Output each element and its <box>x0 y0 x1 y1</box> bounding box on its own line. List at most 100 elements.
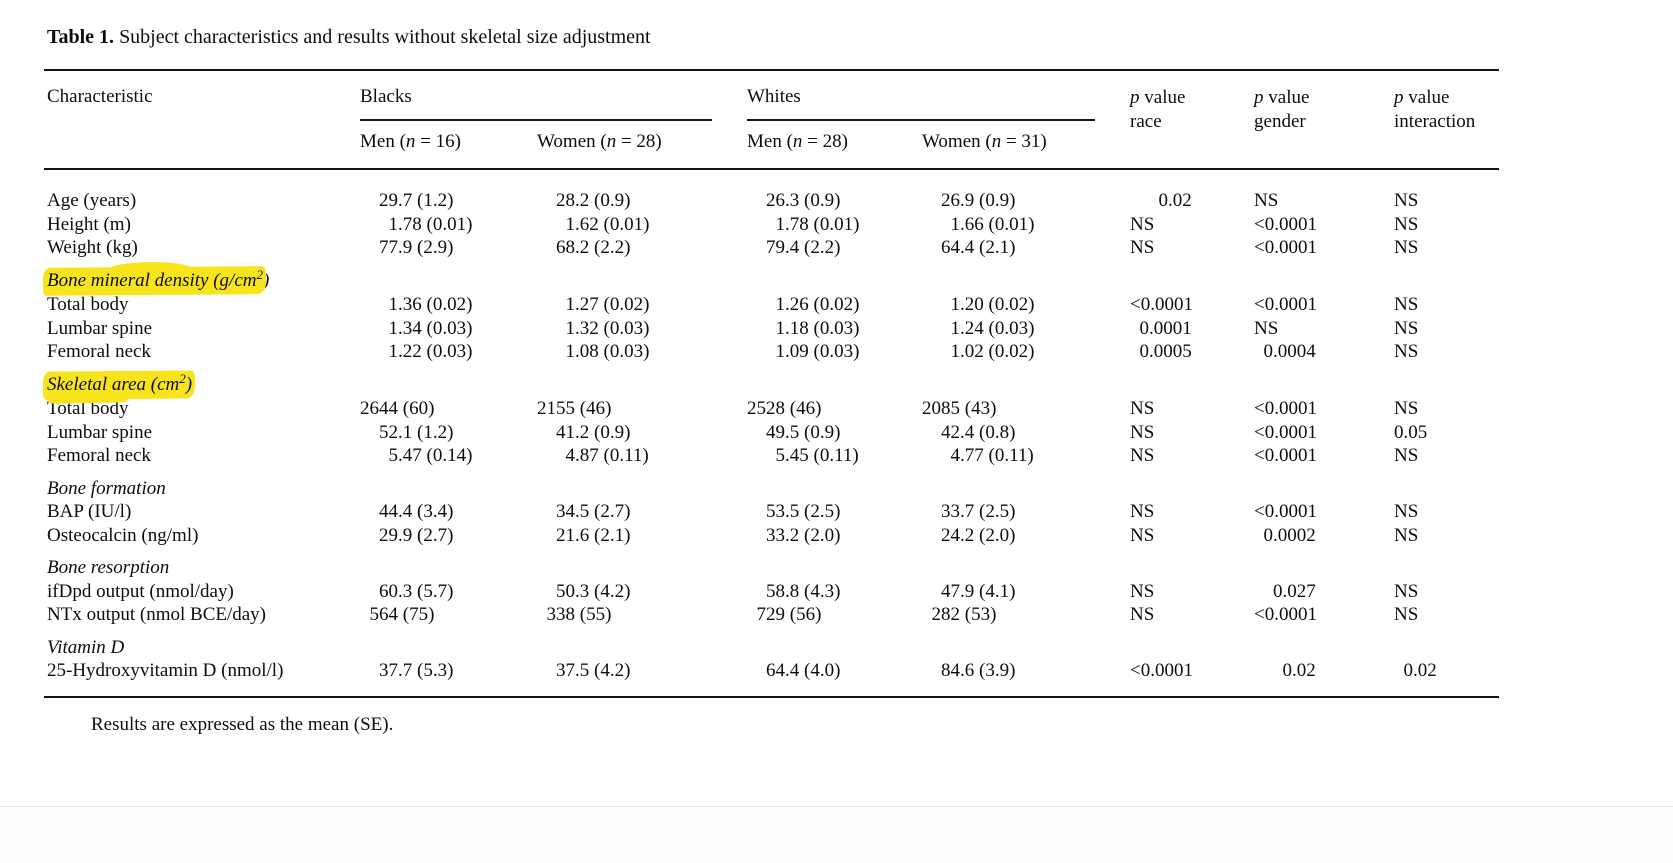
cell: 5.45 (0.11) <box>747 445 859 466</box>
blacks-men-post: = 16) <box>415 131 461 152</box>
pvalue-interaction-line2: interaction <box>1394 111 1476 132</box>
cell: 26.3 (0.9) <box>747 190 841 211</box>
cell: <0.0001 <box>1254 213 1317 235</box>
section-label: Bone formation <box>47 477 166 499</box>
row-label: Lumbar spine <box>47 317 153 339</box>
blacks-men-pre: Men ( <box>360 131 406 152</box>
cell: 1.26 (0.02) <box>747 294 860 315</box>
cell: <0.0001 <box>1254 604 1317 625</box>
cell: 0.0004 <box>1254 341 1316 362</box>
cell: NS <box>1394 501 1419 522</box>
page-root: Table 1. Subject characteristics and res… <box>0 0 1673 736</box>
cell: 1.18 (0.03) <box>747 317 860 339</box>
cell: 729 (56) <box>747 604 822 625</box>
cell: 60.3 (5.7) <box>360 580 454 602</box>
cell: 0.0001 <box>1130 317 1192 339</box>
cell: NS <box>1254 317 1279 339</box>
cell: 52.1 (1.2) <box>360 421 454 443</box>
row-label: BAP (IU/l) <box>47 501 132 522</box>
table-row: Lumbar spine 1.34 (0.03) 1.32 (0.03) 1.1… <box>44 317 1499 341</box>
cell: NS <box>1130 501 1155 522</box>
cell: <0.0001 <box>1130 659 1255 698</box>
row-label: Lumbar spine <box>47 421 153 443</box>
section-label: Vitamin D <box>47 636 125 658</box>
subject-characteristics-table: Characteristic Blacks Whites p value rac… <box>44 69 1500 698</box>
cell: NS <box>1394 524 1419 546</box>
row-label: Weight (kg) <box>47 237 138 258</box>
cell: 47.9 (4.1) <box>922 580 1016 602</box>
cell: NS <box>1130 213 1155 235</box>
cell: NS <box>1130 445 1155 466</box>
cell: NS <box>1130 604 1155 625</box>
cell: 24.2 (2.0) <box>922 524 1016 546</box>
column-header-whites-women: Women (n = 31) <box>922 121 1131 170</box>
cell: NS <box>1130 580 1155 602</box>
cell: NS <box>1394 213 1419 235</box>
cell: 0.02 <box>1394 659 1500 698</box>
cell: 29.9 (2.7) <box>360 524 454 546</box>
section-row: Vitamin D <box>44 627 1499 660</box>
cell: 1.78 (0.01) <box>747 213 860 235</box>
cell: <0.0001 <box>1254 501 1317 522</box>
cell: 84.6 (3.9) <box>922 659 1131 698</box>
column-header-whites-men: Men (n = 28) <box>747 121 922 170</box>
cell: 0.05 <box>1394 421 1428 443</box>
table-row: Femoral neck 1.22 (0.03) 1.08 (0.03) 1.0… <box>44 340 1499 364</box>
cell: 1.66 (0.01) <box>922 213 1035 235</box>
cell: NS <box>1394 445 1419 466</box>
cell: 33.7 (2.5) <box>922 501 1016 522</box>
column-header-pvalue-gender: p value gender <box>1254 69 1395 170</box>
cell: NS <box>1130 237 1155 258</box>
cell: NS <box>1394 341 1419 362</box>
cell: 77.9 (2.9) <box>360 237 454 258</box>
table-row: Total body 1.36 (0.02) 1.27 (0.02) 1.26 … <box>44 293 1499 317</box>
row-label: Age (years) <box>47 190 137 211</box>
cell: 28.2 (0.9) <box>537 190 631 211</box>
cell: <0.0001 <box>1254 398 1317 419</box>
cell: 44.4 (3.4) <box>360 501 454 522</box>
column-group-blacks: Blacks <box>360 69 747 121</box>
cell: 0.02 <box>1254 659 1395 698</box>
cell: 29.7 (1.2) <box>360 190 454 211</box>
pvalue-interaction-value-word: value <box>1403 87 1450 108</box>
cell: 1.62 (0.01) <box>537 213 650 235</box>
cell: 1.02 (0.02) <box>922 341 1035 362</box>
pvalue-race-value-word: value <box>1139 87 1186 108</box>
cell: NS <box>1130 398 1155 419</box>
cell: NS <box>1394 294 1419 315</box>
cell: 2085 (43) <box>922 398 997 419</box>
whites-women-post: = 31) <box>1001 131 1047 152</box>
cell: 34.5 (2.7) <box>537 501 631 522</box>
section-label: Skeletal area (cm2) <box>44 364 1499 398</box>
page-bottom-divider <box>0 806 1673 807</box>
cell: 2155 (46) <box>537 398 612 419</box>
section-label: Bone mineral density (g/cm2) <box>44 260 1499 294</box>
pvalue-gender-value-word: value <box>1263 87 1310 108</box>
column-group-blacks-label: Blacks <box>360 86 412 107</box>
page-margin-strip <box>0 807 1673 863</box>
cell: 0.0005 <box>1130 341 1192 362</box>
column-header-pvalue-interaction: p value interaction <box>1394 69 1500 170</box>
cell: 5.47 (0.14) <box>360 445 473 466</box>
section-row: Skeletal area (cm2) <box>44 364 1499 398</box>
cell: 21.6 (2.1) <box>537 524 631 546</box>
table-body: Age (years) 29.7 (1.2) 28.2 (0.9) 26.3 (… <box>44 169 1500 698</box>
cell: 282 (53) <box>922 604 997 625</box>
column-header-pvalue-race: p value race <box>1130 69 1255 170</box>
cell: NS <box>1394 237 1419 258</box>
table-row: Osteocalcin (ng/ml) 29.9 (2.7) 21.6 (2.1… <box>44 524 1499 548</box>
column-group-whites: Whites <box>747 69 1131 121</box>
cell: 33.2 (2.0) <box>747 524 841 546</box>
table-title-number: Table 1. <box>47 26 115 48</box>
section-label: Bone resorption <box>47 557 170 578</box>
section-row: Bone resorption <box>44 547 1499 580</box>
table-row: Lumbar spine 52.1 (1.2) 41.2 (0.9) 49.5 … <box>44 421 1499 445</box>
cell: 1.78 (0.01) <box>360 213 473 235</box>
cell: 0.0002 <box>1254 524 1316 546</box>
table-footnote: Results are expressed as the mean (SE). <box>91 713 394 735</box>
cell: 0.02 <box>1130 190 1192 211</box>
cell: NS <box>1394 190 1419 211</box>
cell: 4.77 (0.11) <box>922 445 1034 466</box>
column-header-blacks-women: Women (n = 28) <box>537 121 747 170</box>
pvalue-gender-line2: gender <box>1254 111 1306 132</box>
